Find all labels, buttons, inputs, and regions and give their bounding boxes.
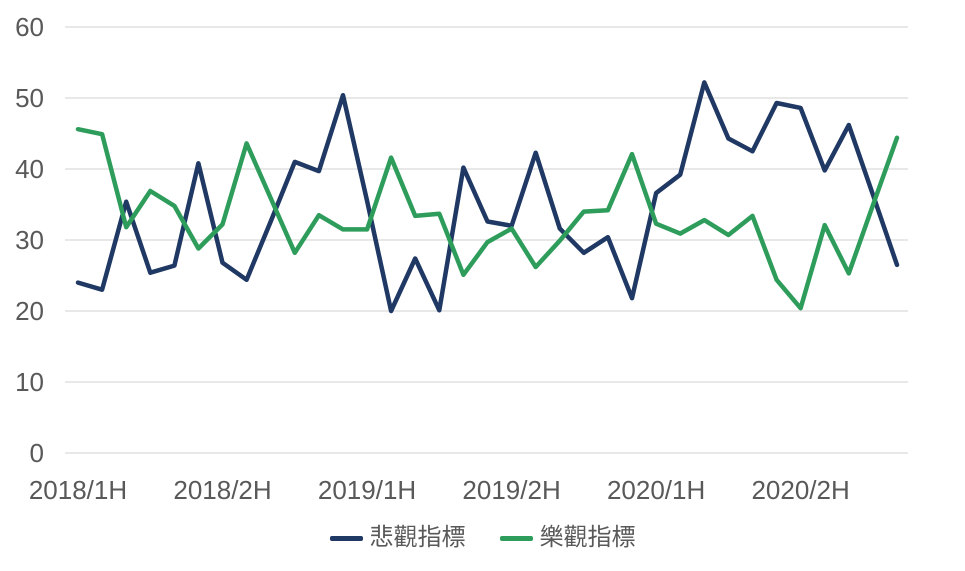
x-axis-tick-label: 2019/2H [462,475,560,505]
legend-item-pessimism: 悲觀指標 [329,524,466,551]
y-axis-tick-label: 40 [15,154,44,184]
optimism-legend-swatch-icon [499,535,533,541]
line-chart-plot: 0 10 20 30 40 50 60 2018/1H 2018/2H 2019/1H 2019/2… [15,12,908,505]
y-axis-tick-label: 0 [30,438,44,468]
legend: 悲觀指標 樂觀指標 [0,526,965,550]
pessimism-legend-swatch-icon [329,535,363,541]
optimism-legend-label: 樂觀指標 [539,524,636,551]
x-axis-tick-label: 2018/2H [173,475,271,505]
optimism-line-series [75,126,900,311]
x-axis-tick-label: 2020/2H [751,475,849,505]
y-axis-tick-label: 60 [15,12,44,42]
y-axis-tick-label: 30 [15,225,44,255]
x-axis-tick-label: 2018/1H [29,475,127,505]
x-axis-tick-label: 2019/1H [318,475,416,505]
y-axis-tick-label: 10 [15,367,44,397]
legend-item-optimism: 樂觀指標 [499,524,636,551]
y-axis-tick-label: 20 [15,296,44,326]
pessimism-legend-label: 悲觀指標 [369,524,466,551]
y-axis-tick-label: 50 [15,83,44,113]
x-axis-tick-label: 2020/1H [607,475,705,505]
